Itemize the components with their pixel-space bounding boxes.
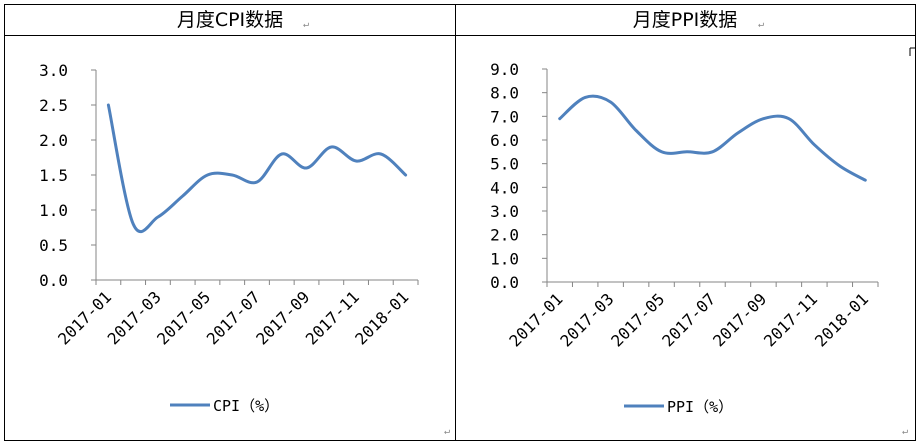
cpi-data-point [281,153,283,155]
ppi-data-point [788,118,790,120]
ppi-data-point [686,151,688,153]
cpi-x-tick-label: 2017-05 [153,287,214,348]
ppi-x-tick-label: 2017-09 [709,289,770,350]
ppi-y-tick-label: 0.0 [490,273,519,292]
ppi-data-point [559,118,561,120]
cpi-x-tick-label: 2017-07 [203,287,264,348]
ppi-data-point [661,151,663,153]
ppi-x-tick-label: 2017-01 [505,289,566,350]
cpi-y-tick-label: 2.5 [39,96,68,115]
ppi-data-point [864,179,866,181]
paragraph-mark-icon: ↵ [303,19,309,30]
paragraph-mark-icons: ↵ ↵ ↵ ↵ [303,19,908,437]
cpi-x-tick-label: 2017-11 [302,287,363,348]
ppi-data-point [635,130,637,132]
ppi-data-point [737,132,739,134]
ppi-y-tick-label: 3.0 [490,202,519,221]
cpi-legend-label: CPI（%） [213,397,279,415]
cpi-data-point [330,146,332,148]
ppi-data-point [762,118,764,120]
cpi-data-point [107,104,109,106]
cpi-y-tick-label: 1.5 [39,166,68,185]
paragraph-mark-icon: ↵ [902,426,908,437]
ppi-y-tick-label: 8.0 [490,84,519,103]
ppi-panel-title: 月度PPI数据 [633,9,738,31]
cpi-data-point [405,174,407,176]
ppi-legend: PPI（%） [624,398,733,416]
ppi-legend-label: PPI（%） [667,398,733,416]
paragraph-mark-icon: ↵ [758,19,764,30]
cpi-data-point [380,153,382,155]
ppi-data-point [813,144,815,146]
cpi-data-point [157,216,159,218]
cpi-x-tick-label: 2017-03 [104,287,165,348]
cpi-series-line [106,103,408,233]
ppi-data-point [839,165,841,167]
cpi-chart: 0.00.51.01.52.02.53.02017-012017-032017-… [39,61,419,349]
cpi-x-tick-label: 2017-09 [252,287,313,348]
ppi-x-tick-label: 2017-05 [607,289,668,350]
ppi-y-tick-label: 1.0 [490,249,519,268]
cpi-legend: CPI（%） [170,397,279,415]
ppi-y-tick-label: 5.0 [490,155,519,174]
column-marker-icon [909,47,916,56]
paragraph-mark-icon: ↵ [444,426,450,437]
ppi-y-tick-label: 4.0 [490,178,519,197]
cpi-data-point [306,167,308,169]
cpi-y-tick-label: 0.5 [39,236,68,255]
ppi-x-tick-label: 2017-07 [658,289,719,350]
cpi-y-tick-label: 3.0 [39,61,68,80]
ppi-y-tick-label: 6.0 [490,131,519,150]
cpi-y-tick-label: 0.0 [39,271,68,290]
ppi-data-point [584,96,586,98]
cpi-y-tick-label: 1.0 [39,201,68,220]
cpi-data-point [231,174,233,176]
ppi-data-point [712,151,713,153]
ppi-y-tick-label: 9.0 [490,60,519,79]
ppi-chart: 0.01.02.03.04.05.06.07.08.09.02017-01201… [490,60,879,351]
ppi-series-line [558,94,867,182]
cpi-x-tick-label: 2018-01 [351,287,412,348]
cpi-data-point [206,174,208,176]
cpi-data-point [256,181,258,183]
ppi-x-tick-label: 2017-03 [556,289,617,350]
cpi-panel-title: 月度CPI数据 [177,9,283,31]
cpi-x-tick-label: 2017-01 [54,287,115,348]
table-frame [4,4,916,441]
ppi-x-tick-label: 2017-11 [760,289,821,350]
ppi-data-point [610,101,612,103]
cpi-data-point [132,223,134,225]
cpi-data-point [182,195,184,197]
cpi-y-tick-label: 2.0 [39,131,68,150]
cpi-data-point [355,160,357,162]
ppi-x-tick-label: 2018-01 [811,289,872,350]
ppi-y-tick-label: 7.0 [490,107,519,126]
ppi-y-tick-label: 2.0 [490,226,519,245]
